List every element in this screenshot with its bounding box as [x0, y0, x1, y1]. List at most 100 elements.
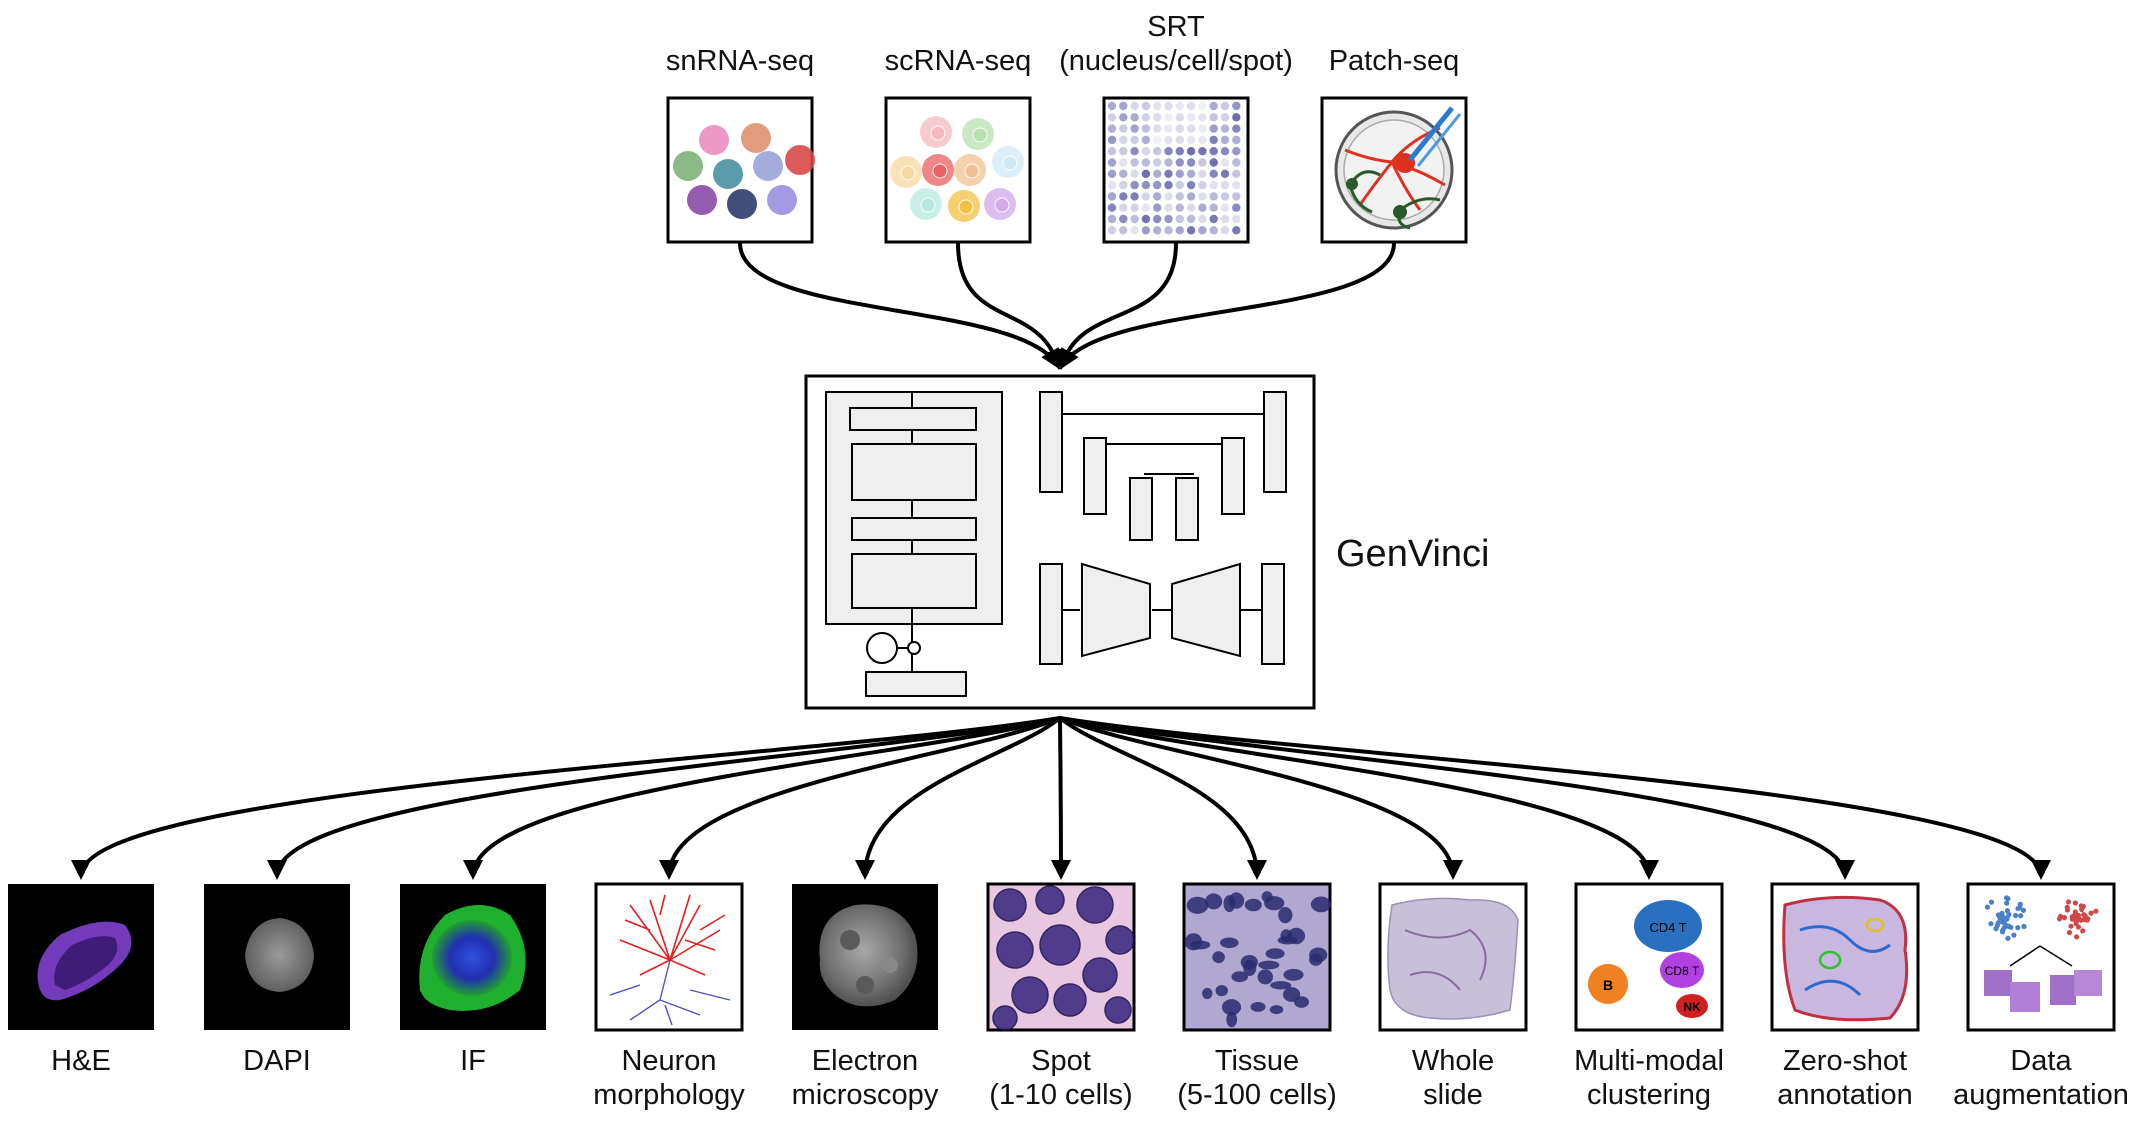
spot-dot	[1107, 214, 1117, 224]
cell-nucleus	[972, 127, 988, 143]
cell-nucleus	[1184, 933, 1203, 951]
embedding-dot	[2088, 910, 2094, 916]
cell-nucleus	[1264, 896, 1285, 911]
spot-dot	[1209, 147, 1218, 156]
spot-dot	[1186, 192, 1196, 201]
cell-dot	[673, 151, 703, 181]
embedding-dot	[2011, 932, 2017, 938]
spot-dot	[1232, 124, 1241, 133]
input-label-srt: SRT (nucleus/cell/spot)	[1059, 11, 1293, 77]
spot-dot	[1119, 124, 1128, 133]
output-label-dapi: DAPI	[243, 1045, 311, 1077]
spot-dot	[1232, 135, 1241, 145]
spot-dot	[1209, 158, 1218, 167]
output-em-icon	[792, 884, 938, 1030]
embedding-dot	[2005, 935, 2011, 941]
cell-nucleus	[920, 197, 936, 213]
output-arrow	[71, 716, 1061, 880]
cell-nucleus	[1270, 981, 1292, 990]
spot-dot	[1119, 180, 1128, 190]
cell-nucleus	[1011, 976, 1049, 1014]
cell-nucleus	[1278, 907, 1293, 924]
spot-dot	[1107, 180, 1117, 190]
embedding-dot	[2065, 899, 2072, 905]
spot-dot	[1232, 203, 1241, 212]
spot-dot	[1164, 147, 1173, 156]
cell-nucleus	[1002, 155, 1018, 171]
embedding-dot	[2061, 915, 2068, 921]
output-tissue-icon	[1182, 882, 1332, 1032]
input-snrna-icon	[666, 96, 815, 244]
input-scrna-icon	[884, 96, 1032, 244]
spot-dot	[1130, 214, 1139, 224]
embedding-dot	[2074, 934, 2080, 940]
cell-nucleus	[993, 888, 1027, 922]
spot-dot	[1232, 147, 1241, 156]
spot-dot	[1186, 124, 1196, 133]
spot-dot	[1209, 124, 1218, 133]
spot-dot	[1107, 147, 1117, 156]
output-arrow	[1059, 716, 1463, 880]
spot-dot	[1186, 158, 1196, 167]
spot-dot	[1198, 135, 1207, 145]
spot-dot	[1198, 124, 1207, 133]
spot-dot	[1164, 192, 1173, 201]
spot-dot	[1209, 169, 1218, 178]
spot-dot	[1141, 101, 1151, 111]
output-arrow	[267, 716, 1061, 880]
embedding-dot	[2078, 917, 2084, 923]
cell-nucleus	[994, 197, 1010, 213]
output-wsi-icon	[1378, 882, 1528, 1032]
spot-dot	[1153, 158, 1162, 167]
embedding-dot	[2006, 923, 2012, 929]
embedding-dot	[2075, 924, 2081, 930]
input-label-patch: Patch-seq	[1328, 45, 1460, 77]
spot-dot	[1186, 169, 1196, 178]
spot-dot	[1232, 169, 1241, 178]
spot-dot	[1186, 203, 1196, 212]
spot-dot	[1232, 158, 1241, 167]
spot-dot	[1175, 113, 1185, 122]
cell-nucleus	[1309, 947, 1328, 963]
spot-dot	[1141, 135, 1151, 145]
cell-nucleus	[1082, 957, 1118, 993]
output-he-icon	[8, 884, 154, 1030]
spot-dot	[1232, 101, 1241, 111]
spot-dot	[1198, 226, 1207, 235]
output-arrow	[1059, 716, 1855, 880]
spot-dot	[1209, 135, 1218, 145]
output-augment-icon	[1966, 882, 2116, 1032]
embedding-dot	[2001, 925, 2007, 931]
spot-dot	[1141, 192, 1151, 201]
spot-dot	[1175, 203, 1185, 212]
cell-nucleus	[1221, 999, 1242, 1016]
spot-dot	[1153, 214, 1162, 224]
spot-dot	[1130, 203, 1139, 212]
embedding-dot	[1995, 920, 2001, 926]
spot-dot	[1232, 180, 1241, 190]
cell-nucleus	[1039, 924, 1081, 966]
spot-dot	[1220, 113, 1230, 122]
spot-dot	[1107, 169, 1117, 178]
spot-dot	[1209, 214, 1218, 224]
embedding-dot	[2093, 908, 2099, 914]
output-label-cluster: Multi-modal clustering	[1574, 1045, 1724, 1111]
cell-nucleus	[1104, 996, 1132, 1024]
spot-dot	[1164, 158, 1173, 167]
spot-dot	[1198, 192, 1207, 201]
spot-dot	[1141, 124, 1151, 133]
embedding-dot	[2057, 916, 2063, 922]
spot-dot	[1164, 124, 1173, 133]
spot-dot	[1141, 203, 1151, 212]
output-label-tissue: Tissue (5-100 cells)	[1177, 1045, 1337, 1111]
spot-dot	[1130, 226, 1139, 235]
spot-dot	[1209, 226, 1218, 235]
embedding-dot	[2018, 913, 2024, 919]
cell-nucleus	[1035, 885, 1065, 915]
cell-nucleus	[1257, 969, 1274, 985]
spot-dot	[1164, 135, 1173, 145]
spot-dot	[1220, 158, 1230, 167]
embedding-dot	[2072, 900, 2078, 906]
cell-nucleus	[1202, 987, 1213, 1000]
